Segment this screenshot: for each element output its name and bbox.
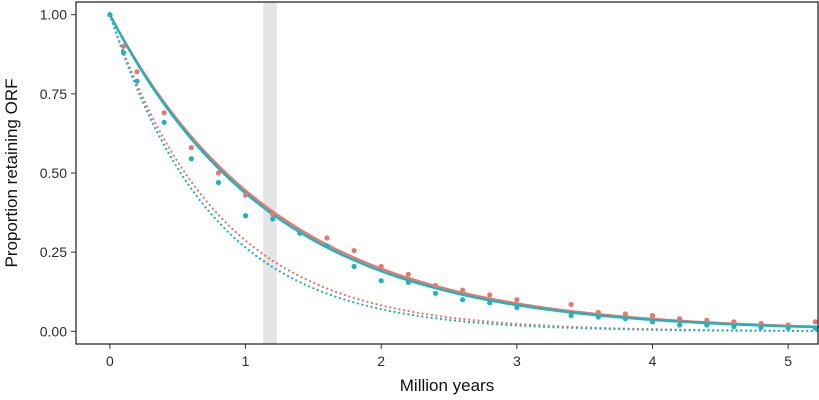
- data-point-salmon: [324, 235, 330, 241]
- data-point-salmon: [459, 287, 466, 293]
- data-point-salmon: [242, 192, 249, 198]
- data-point-salmon: [120, 43, 127, 49]
- highlight-band: [263, 2, 277, 344]
- y-tick-label: 0.00: [40, 323, 67, 339]
- data-point-salmon: [677, 316, 683, 322]
- data-point-teal: [242, 213, 249, 219]
- data-point-teal: [622, 316, 628, 322]
- x-tick-label: 1: [242, 353, 250, 369]
- data-point-teal: [405, 279, 411, 285]
- data-point-teal: [215, 179, 222, 186]
- x-tick-label: 4: [649, 353, 657, 369]
- data-point-teal: [107, 12, 113, 18]
- data-point-salmon: [758, 320, 764, 327]
- data-point-salmon: [622, 311, 628, 317]
- data-point-teal: [514, 304, 520, 311]
- data-point-teal: [649, 319, 656, 325]
- data-point-teal: [351, 263, 357, 270]
- x-tick-label: 5: [784, 353, 792, 369]
- data-point-teal: [812, 325, 818, 331]
- data-point-teal: [758, 324, 764, 331]
- x-tick-label: 0: [106, 353, 114, 369]
- data-point-salmon: [487, 292, 493, 298]
- data-point-salmon: [351, 247, 357, 254]
- data-point-teal: [120, 50, 127, 56]
- data-point-teal: [161, 119, 167, 125]
- data-point-salmon: [595, 309, 601, 315]
- data-point-teal: [459, 297, 466, 303]
- data-point-salmon: [568, 301, 574, 308]
- x-tick-label: 3: [513, 353, 521, 369]
- data-point-salmon: [432, 282, 439, 289]
- data-point-teal: [677, 322, 683, 328]
- data-point-teal: [134, 78, 140, 84]
- data-point-salmon: [812, 319, 818, 325]
- data-point-salmon: [649, 312, 656, 319]
- y-tick-label: 0.50: [40, 165, 67, 181]
- dotted-fit-line-teal: [108, 13, 819, 333]
- y-tick-label: 0.25: [40, 244, 67, 260]
- data-point-teal: [704, 322, 710, 328]
- x-axis-title: Million years: [400, 376, 494, 395]
- data-point-teal: [432, 290, 439, 296]
- x-tick-label: 2: [377, 353, 385, 369]
- data-point-teal: [487, 300, 493, 306]
- y-tick-label: 0.75: [40, 86, 67, 102]
- data-point-salmon: [188, 145, 194, 151]
- plot-border: [75, 1, 819, 345]
- data-point-teal: [731, 323, 737, 330]
- data-point-teal: [595, 314, 601, 320]
- fit-line-teal: [108, 13, 819, 329]
- data-point-salmon: [215, 170, 222, 176]
- y-axis-title: Proportion retaining ORF: [2, 79, 21, 268]
- data-point-teal: [568, 312, 574, 319]
- data-point-teal: [270, 216, 276, 222]
- data-point-teal: [378, 278, 384, 284]
- data-point-teal: [297, 230, 303, 236]
- fit-line-salmon: [108, 13, 819, 328]
- data-point-salmon: [514, 297, 520, 303]
- data-point-teal: [785, 325, 791, 331]
- data-point-salmon: [134, 69, 140, 75]
- y-tick-label: 1.00: [40, 7, 67, 23]
- data-point-salmon: [704, 317, 710, 323]
- data-point-salmon: [378, 263, 384, 270]
- data-point-salmon: [731, 319, 737, 325]
- data-point-teal: [324, 243, 330, 249]
- data-point-salmon: [270, 211, 276, 217]
- plot-area: 0 1 2 3 4 5 0.00 0.25 0.50 0.75 1.00: [40, 1, 819, 369]
- data-point-salmon: [405, 271, 411, 277]
- data-point-salmon: [161, 110, 167, 116]
- data-point-teal: [188, 156, 194, 162]
